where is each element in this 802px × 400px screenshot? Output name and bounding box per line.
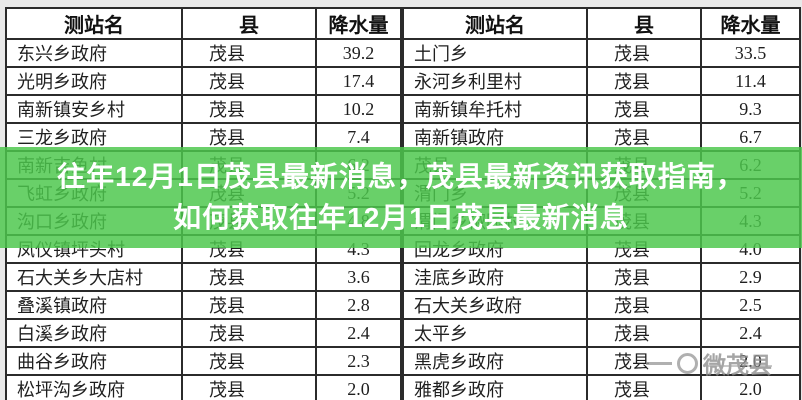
county-cell: 茂县: [181, 290, 317, 320]
station-cell: 南新镇牟托村: [402, 94, 588, 124]
station-cell: 石大关乡大店村: [5, 262, 183, 292]
table-row: 光明乡政府 茂县 17.4: [5, 66, 402, 96]
table-row: 南新镇安乡村 茂县 10.2: [5, 94, 402, 124]
precip-cell: 2.0: [700, 374, 801, 400]
table-row: 白溪乡政府 茂县 2.4: [5, 318, 402, 348]
column-header: 降水量: [700, 7, 801, 40]
precip-cell: 2.4: [700, 318, 801, 348]
county-cell: 茂县: [181, 262, 317, 292]
precip-cell: 9.3: [700, 94, 801, 124]
station-cell: 土门乡: [402, 38, 588, 68]
headline-line-1: 往年12月1日茂县最新消息，茂县最新资讯获取指南，: [57, 161, 745, 193]
column-header: 测站名: [402, 7, 588, 40]
precip-cell: 17.4: [315, 66, 402, 96]
table-row: 南新镇牟托村 茂县 9.3: [402, 94, 801, 124]
column-header: 县: [181, 7, 317, 40]
station-cell: 太平乡: [402, 318, 588, 348]
precip-cell: 11.4: [700, 66, 801, 96]
station-cell: 洼底乡政府: [402, 262, 588, 292]
table-row: 土门乡 茂县 33.5: [402, 38, 801, 68]
header-row: 测站名县降水量: [402, 7, 801, 40]
table-row: 永河乡利里村 茂县 11.4: [402, 66, 801, 96]
table-row: 石大关乡政府 茂县 2.5: [402, 290, 801, 320]
county-cell: 茂县: [586, 290, 702, 320]
precip-cell: 39.2: [315, 38, 402, 68]
county-cell: 茂县: [586, 374, 702, 400]
table-row: 曲谷乡政府 茂县 2.3: [5, 346, 402, 376]
precip-cell: 3.6: [315, 262, 402, 292]
station-cell: 光明乡政府: [5, 66, 183, 96]
watermark-text: 微茂县: [703, 352, 772, 378]
table-row: 东兴乡政府 茂县 39.2: [5, 38, 402, 68]
county-cell: 茂县: [586, 94, 702, 124]
precip-cell: 2.8: [315, 290, 402, 320]
watermark-dash: [646, 361, 672, 365]
table-row: 雅都乡政府 茂县 2.0: [402, 374, 801, 400]
precip-cell: 2.0: [700, 346, 801, 376]
station-cell: 叠溪镇政府: [5, 290, 183, 320]
precip-cell: 2.5: [700, 290, 801, 320]
county-cell: 茂县: [181, 94, 317, 124]
precip-cell: 2.3: [315, 346, 402, 376]
table-row: 叠溪镇政府 茂县 2.8: [5, 290, 402, 320]
county-cell: 茂县: [181, 318, 317, 348]
headline-line-2: 如何获取往年12月1日茂县最新消息: [173, 202, 629, 233]
table-row: 松坪沟乡政府 茂县 2.0: [5, 374, 402, 400]
header-row: 测站名县降水量: [5, 7, 402, 40]
station-cell: 松坪沟乡政府: [5, 374, 183, 400]
county-cell: 茂县: [586, 66, 702, 96]
county-cell: 茂县: [586, 318, 702, 348]
watermark: 微茂县: [646, 346, 772, 380]
county-cell: 茂县: [181, 346, 317, 376]
precip-cell: 2.9: [700, 262, 801, 292]
station-cell: 石大关乡政府: [402, 290, 588, 320]
column-header: 降水量: [315, 7, 402, 40]
station-cell: 东兴乡政府: [5, 38, 183, 68]
county-cell: 茂县: [181, 374, 317, 400]
station-cell: 南新镇安乡村: [5, 94, 183, 124]
column-header: 测站名: [5, 7, 183, 40]
table-row: 太平乡 茂县 2.4: [402, 318, 801, 348]
precip-cell: 33.5: [700, 38, 801, 68]
watermark-logo-icon: [677, 352, 698, 374]
county-cell: 茂县: [586, 262, 702, 292]
county-cell: 茂县: [181, 66, 317, 96]
county-cell: 茂县: [586, 38, 702, 68]
station-cell: 白溪乡政府: [5, 318, 183, 348]
county-cell: 茂县: [181, 38, 317, 68]
precip-cell: 2.4: [315, 318, 402, 348]
table-row: 洼底乡政府 茂县 2.9: [402, 262, 801, 292]
station-cell: 永河乡利里村: [402, 66, 588, 96]
column-header: 县: [586, 7, 702, 40]
precip-cell: 10.2: [315, 94, 402, 124]
station-cell: 雅都乡政府: [402, 374, 588, 400]
headline-overlay: 往年12月1日茂县最新消息，茂县最新资讯获取指南， 如何获取往年12月1日茂县最…: [0, 147, 802, 248]
precip-cell: 2.0: [315, 374, 402, 400]
station-cell: 曲谷乡政府: [5, 346, 183, 376]
table-row: 石大关乡大店村 茂县 3.6: [5, 262, 402, 292]
station-cell: 黑虎乡政府: [402, 346, 588, 376]
